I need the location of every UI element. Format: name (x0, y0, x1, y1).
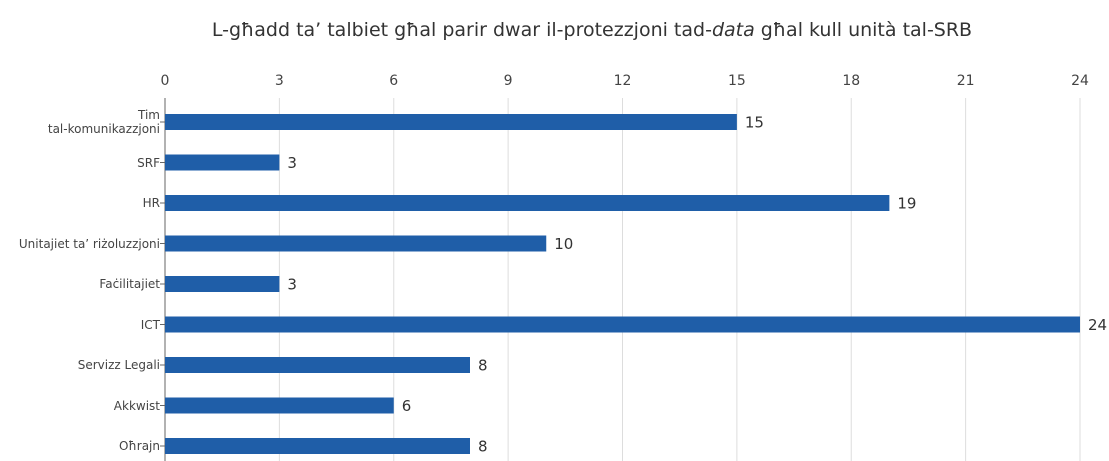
y-tick-label: Oħrajn (118, 439, 160, 453)
bar (165, 276, 280, 292)
x-tick-label: 21 (957, 73, 975, 89)
title-part: data (712, 19, 755, 41)
value-label: 10 (554, 235, 573, 253)
value-label: 6 (402, 397, 412, 415)
x-tick-label: 12 (614, 73, 632, 89)
bar (165, 154, 280, 171)
bar (165, 357, 470, 373)
title-part: għal kull unità tal-SRB (755, 19, 972, 41)
y-tick-label: SRF (137, 155, 160, 170)
value-label: 8 (478, 438, 488, 456)
y-tick-label: HR (142, 196, 160, 210)
y-tick-label: Servizz Legali (77, 358, 160, 372)
x-tick-label: 15 (728, 73, 746, 89)
value-label: 3 (287, 154, 297, 172)
chart-title: L-għadd ta’ talbiet għal parir dwar il-p… (212, 19, 972, 41)
title-part: L-għadd ta’ talbiet għal parir dwar il-p… (212, 19, 712, 41)
y-tick-label: Akkwist (113, 398, 160, 413)
x-tick-label: 3 (275, 73, 284, 89)
x-tick-label: 6 (389, 73, 398, 89)
y-tick-label: Tim tal-komunikazzjoni (47, 108, 160, 136)
x-tick-label: 24 (1071, 73, 1089, 89)
value-label: 15 (745, 114, 764, 132)
x-tick-label: 18 (842, 73, 860, 89)
bar (165, 235, 547, 252)
bar (165, 397, 394, 414)
value-label: 24 (1088, 316, 1107, 334)
bar (165, 316, 1080, 333)
y-tick-label: Unitajiet ta’ riżoluzzjoni (18, 236, 160, 251)
bar (165, 114, 737, 130)
y-tick-label: Faċilitajiet (99, 277, 160, 291)
x-tick-label: 0 (161, 73, 170, 89)
bar (165, 195, 890, 211)
x-tick-label: 9 (504, 73, 513, 89)
y-tick-label: ICT (140, 317, 160, 332)
value-label: 3 (287, 276, 297, 294)
value-label: 8 (478, 357, 488, 375)
value-label: 19 (897, 195, 916, 213)
bar (165, 438, 470, 454)
